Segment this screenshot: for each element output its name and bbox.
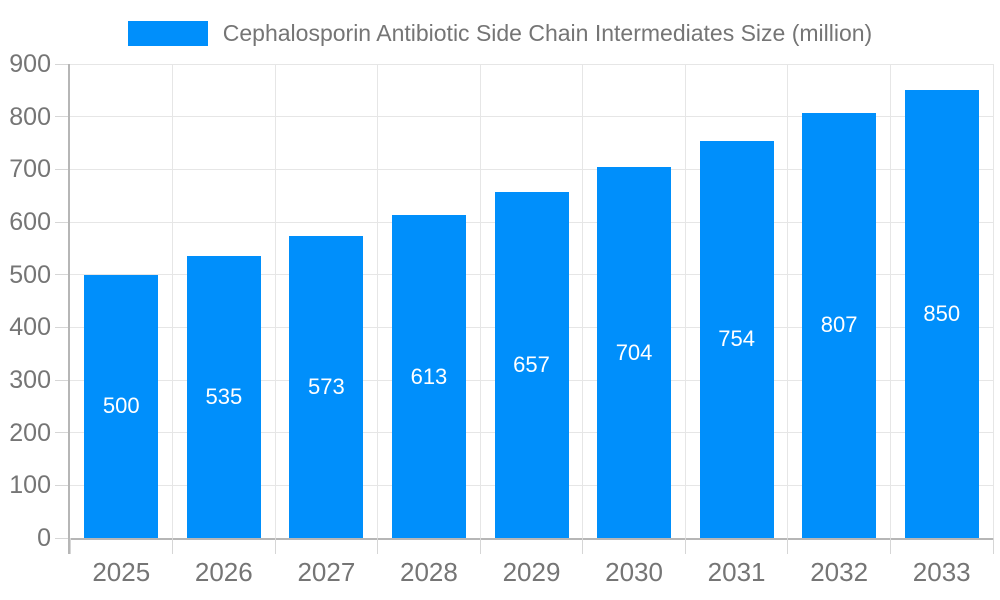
x-tick-label: 2025: [92, 557, 151, 587]
y-axis-tick: [55, 432, 68, 434]
legend-label: Cephalosporin Antibiotic Side Chain Inte…: [222, 19, 873, 46]
gridline-vertical: [274, 64, 276, 538]
x-tick-label: 2026: [194, 557, 253, 587]
x-axis-tick: [274, 538, 276, 554]
y-axis-tick: [55, 116, 68, 118]
y-axis-tick: [55, 63, 68, 65]
x-axis-tick: [582, 538, 584, 554]
chart-bar[interactable]: 704: [597, 167, 672, 538]
bar-value-label: 807: [820, 312, 858, 338]
gridline-vertical: [684, 64, 686, 538]
x-tick-label: 2030: [605, 557, 663, 587]
bar-value-label: 850: [923, 301, 961, 327]
x-tick-label: 2027: [297, 557, 356, 587]
bar-value-label: 657: [513, 351, 550, 377]
y-tick-label: 400: [9, 313, 51, 342]
x-axis-tick: [479, 538, 481, 554]
chart-bar[interactable]: 573: [289, 236, 364, 538]
chart-bar[interactable]: 754: [699, 140, 774, 538]
chart-bar[interactable]: 535: [186, 256, 261, 538]
y-tick-label: 100: [9, 471, 51, 500]
y-tick-label: 600: [9, 208, 51, 236]
y-tick-label: 0: [37, 524, 51, 552]
gridline-vertical: [992, 64, 994, 538]
x-axis-tick: [684, 538, 686, 554]
plot-area: 500 535 573 613 657 704 754 807 850: [55, 63, 994, 554]
y-axis-line-extension: [68, 538, 70, 554]
y-tick-label: 500: [9, 260, 51, 289]
gridline-horizontal: [70, 116, 993, 118]
x-axis-tick: [69, 538, 71, 554]
bar-value-label: 500: [102, 393, 140, 419]
x-tick-label: 2032: [810, 557, 869, 587]
x-axis-tick: [889, 538, 891, 554]
legend-item[interactable]: Cephalosporin Antibiotic Side Chain Inte…: [127, 19, 873, 47]
chart-bar[interactable]: 613: [391, 215, 466, 538]
chart-bar[interactable]: 807: [802, 112, 877, 538]
y-axis-tick: [55, 484, 68, 486]
y-axis-tick: [55, 326, 68, 328]
bar-value-label: 754: [718, 326, 755, 352]
gridline-horizontal: [70, 168, 993, 170]
y-axis-tick: [55, 537, 68, 539]
legend: Cephalosporin Antibiotic Side Chain Inte…: [0, 6, 1000, 60]
chart-bar[interactable]: 500: [84, 274, 159, 538]
chart-bar[interactable]: 657: [494, 191, 569, 538]
x-axis-tick: [992, 538, 994, 554]
y-axis-tick: [55, 274, 68, 276]
gridline-vertical: [377, 64, 379, 538]
y-axis-tick: [55, 168, 68, 170]
bar-value-label: 573: [308, 374, 345, 400]
y-tick-label: 200: [9, 418, 51, 447]
gridline-vertical: [787, 64, 789, 538]
x-axis-tick: [172, 538, 174, 554]
y-tick-label: 700: [9, 155, 51, 184]
chart-bar[interactable]: 850: [904, 90, 979, 538]
legend-swatch-icon: [127, 20, 208, 46]
y-tick-label: 800: [9, 102, 51, 131]
x-tick-label: 2033: [912, 557, 971, 587]
y-tick-label: 300: [9, 366, 51, 394]
gridline-vertical: [889, 64, 891, 538]
y-tick-label: 900: [9, 50, 51, 78]
gridline-vertical: [172, 64, 174, 538]
y-axis-labels: 0 100 200 300 400 500 600 700 800 900: [0, 50, 51, 552]
x-axis-tick: [787, 538, 789, 554]
gridline-horizontal: [70, 63, 993, 65]
x-axis-tick: [377, 538, 379, 554]
x-tick-label: 2029: [502, 557, 561, 587]
gridline-vertical: [582, 64, 584, 538]
bar-value-label: 613: [410, 363, 448, 389]
x-axis-labels: 2025 2026 2027 2028 2029 2030 2031 2032 2033: [70, 557, 993, 591]
bar-value-label: 535: [205, 384, 243, 410]
bar-value-label: 704: [615, 339, 653, 365]
x-tick-label: 2031: [707, 557, 766, 587]
y-axis-tick: [55, 379, 68, 381]
y-axis-tick: [55, 221, 68, 223]
gridline-vertical: [479, 64, 481, 538]
x-tick-label: 2028: [400, 557, 458, 587]
